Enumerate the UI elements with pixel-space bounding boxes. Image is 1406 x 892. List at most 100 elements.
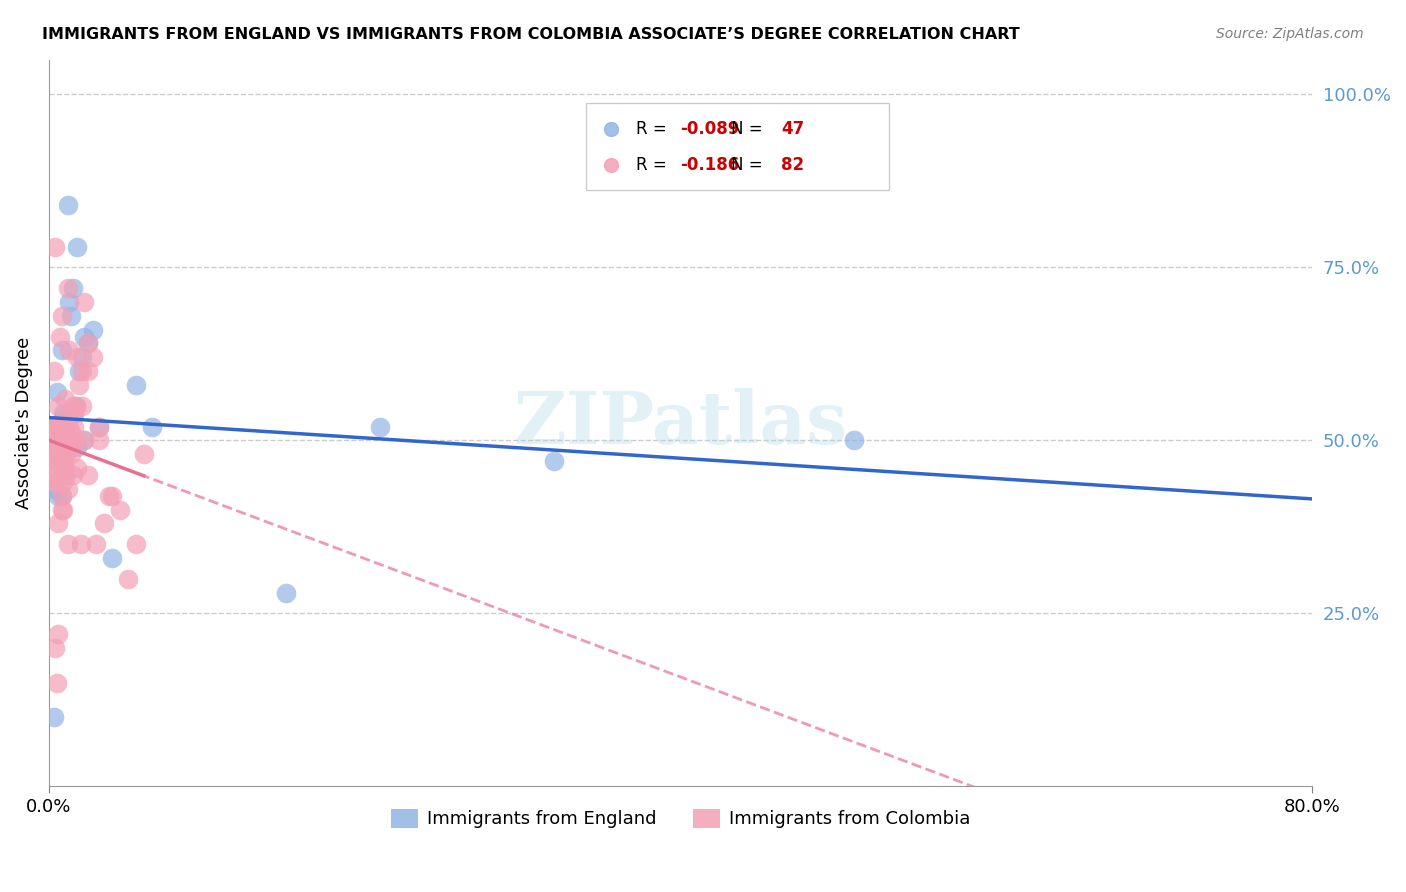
Point	[51, 447, 73, 461]
Text: -0.089: -0.089	[681, 120, 740, 137]
Point	[45, 447, 67, 461]
Point	[63, 406, 86, 420]
Point	[52, 434, 75, 448]
Point	[62, 434, 84, 448]
Point	[108, 502, 131, 516]
Point	[55, 447, 77, 461]
Point	[44, 482, 66, 496]
Point	[60, 309, 83, 323]
Point	[51, 502, 73, 516]
FancyBboxPatch shape	[586, 103, 889, 190]
Point	[51, 412, 73, 426]
Point	[49, 434, 72, 448]
Point	[77, 467, 100, 482]
Point	[45, 434, 67, 448]
Point	[51, 489, 73, 503]
Point	[44, 475, 66, 489]
Point	[65, 434, 87, 448]
Point	[44, 467, 66, 482]
Point	[55, 434, 77, 448]
Point	[58, 343, 80, 358]
Point	[52, 502, 75, 516]
Text: -0.186: -0.186	[681, 156, 740, 174]
Point	[53, 392, 76, 406]
Point	[67, 364, 90, 378]
Point	[51, 419, 73, 434]
Point	[41, 467, 63, 482]
Point	[42, 475, 65, 489]
Point	[51, 343, 73, 358]
Point	[51, 467, 73, 482]
Point	[97, 489, 120, 503]
Point	[125, 378, 148, 392]
Point	[48, 447, 70, 461]
Text: ZIPatlas: ZIPatlas	[513, 387, 848, 458]
Text: N =: N =	[731, 156, 768, 174]
Point	[53, 461, 76, 475]
Point	[70, 399, 93, 413]
Point	[60, 447, 83, 461]
Point	[73, 329, 96, 343]
Point	[66, 351, 89, 365]
Text: R =: R =	[637, 156, 672, 174]
Point	[62, 399, 84, 413]
Point	[66, 461, 89, 475]
Point	[48, 440, 70, 454]
Point	[49, 447, 72, 461]
Point	[93, 516, 115, 531]
Text: 47: 47	[782, 120, 804, 137]
Point	[89, 434, 111, 448]
Point	[53, 447, 76, 461]
Text: IMMIGRANTS FROM ENGLAND VS IMMIGRANTS FROM COLOMBIA ASSOCIATE’S DEGREE CORRELATI: IMMIGRANTS FROM ENGLAND VS IMMIGRANTS FR…	[42, 27, 1019, 42]
Point	[56, 281, 79, 295]
Point	[45, 454, 67, 468]
Point	[42, 434, 65, 448]
Point	[48, 419, 70, 434]
Point	[67, 378, 90, 392]
Text: N =: N =	[731, 120, 768, 137]
Point	[48, 419, 70, 434]
Point	[125, 537, 148, 551]
Point	[41, 419, 63, 434]
Point	[58, 294, 80, 309]
Point	[117, 572, 139, 586]
Point	[62, 281, 84, 295]
Point	[42, 419, 65, 434]
Point	[101, 551, 124, 566]
Point	[44, 447, 66, 461]
Point	[48, 627, 70, 641]
Point	[370, 419, 392, 434]
Point	[56, 426, 79, 441]
Point	[70, 351, 93, 365]
Point	[42, 434, 65, 448]
Point	[52, 454, 75, 468]
Point	[48, 399, 70, 413]
Point	[48, 440, 70, 454]
Point	[56, 198, 79, 212]
Point	[77, 336, 100, 351]
Point	[42, 710, 65, 724]
Point	[51, 489, 73, 503]
Point	[48, 489, 70, 503]
Point	[52, 475, 75, 489]
Point	[73, 294, 96, 309]
Point	[42, 434, 65, 448]
Point	[73, 434, 96, 448]
Point	[70, 364, 93, 378]
Point	[82, 322, 104, 336]
Point	[89, 419, 111, 434]
Point	[42, 454, 65, 468]
Point	[42, 419, 65, 434]
Point	[141, 419, 163, 434]
Point	[274, 585, 297, 599]
Point	[48, 516, 70, 531]
Point	[60, 426, 83, 441]
Point	[44, 239, 66, 253]
Point	[48, 447, 70, 461]
Point	[65, 399, 87, 413]
Point	[51, 412, 73, 426]
Point	[45, 434, 67, 448]
Y-axis label: Associate's Degree: Associate's Degree	[15, 337, 32, 509]
Text: 82: 82	[782, 156, 804, 174]
Point	[55, 419, 77, 434]
